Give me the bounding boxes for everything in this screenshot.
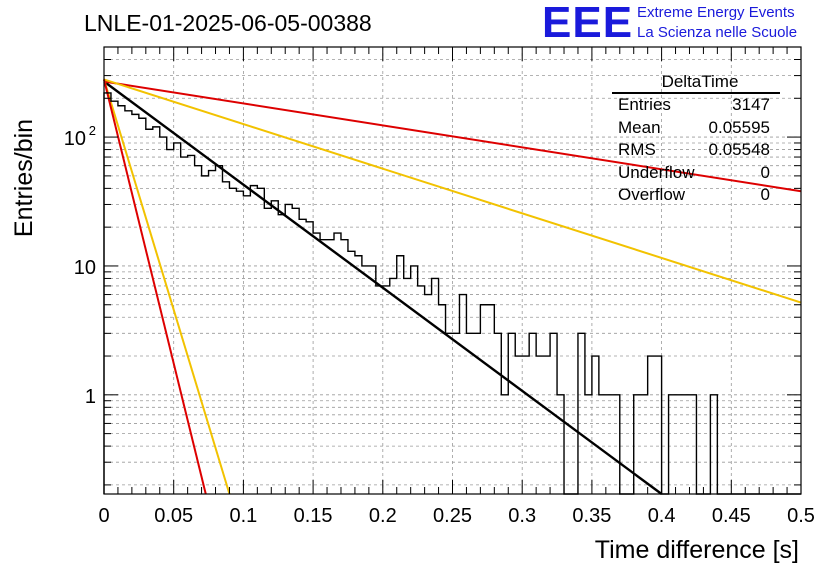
stats-label: RMS <box>618 140 656 159</box>
axis-ticks <box>103 46 802 494</box>
x-tick-label: 0.25 <box>433 505 472 527</box>
exponential-curves <box>103 78 802 495</box>
stats-row-rms: RMS 0.05548 <box>612 139 780 162</box>
stats-value: 3147 <box>732 95 770 114</box>
stats-row-mean: Mean 0.05595 <box>612 117 780 140</box>
stats-value: 0.05548 <box>708 140 770 159</box>
stats-title: DeltaTime <box>612 72 780 94</box>
red-steep-curve <box>103 79 207 495</box>
stats-value: 0 <box>760 162 770 182</box>
logo-subtitle-line2: La Scienza nelle Scuole <box>637 24 798 41</box>
stats-label: Mean <box>618 117 661 137</box>
y-axis-label: Entries/bin <box>10 119 38 237</box>
histogram <box>103 92 801 495</box>
stats-label: Overflow <box>618 185 686 204</box>
stats-row-overflow: Overflow 0 <box>612 184 780 207</box>
stats-value: 0 <box>760 185 770 204</box>
x-tick-label: 0.35 <box>572 505 611 527</box>
histogram-outline <box>103 92 801 495</box>
x-tick-label: 0.2 <box>369 505 397 527</box>
run-title: LNLE-01-2025-06-05-00388 <box>84 10 372 36</box>
x-tick-label: 0.45 <box>712 505 751 527</box>
tick-labels: 0 0.05 0.1 0.15 0.2 0.25 0.3 0.35 0.4 0.45 0.5 1 10 1… <box>64 123 815 527</box>
yellow-shallow-curve <box>103 78 802 304</box>
stats-label: Underflow <box>618 162 695 182</box>
fit-curve <box>103 80 663 495</box>
eee-logo: EEE <box>542 0 634 47</box>
stats-row-underflow: Underflow 0 <box>612 162 780 185</box>
x-tick-label: 0.5 <box>787 505 815 527</box>
red-shallow-curve <box>103 80 802 193</box>
stats-value: 0.05595 <box>708 117 770 137</box>
y-tick-exponent: 2 <box>89 123 96 138</box>
x-tick-label: 0.05 <box>154 505 193 527</box>
x-tick-label: 0.15 <box>294 505 333 527</box>
x-tick-label: 0 <box>98 505 109 527</box>
y-tick-label: 10 <box>74 257 96 279</box>
stats-box: DeltaTime Entries 3147 Mean 0.05595 RMS … <box>612 72 780 207</box>
logo-subtitle-line1: Extreme Energy Events <box>637 4 795 21</box>
y-tick-label: 1 <box>85 386 96 408</box>
x-tick-label: 0.4 <box>648 505 676 527</box>
x-tick-label: 0.1 <box>229 505 257 527</box>
y-tick-label: 10 <box>64 128 86 150</box>
x-tick-label: 0.3 <box>508 505 536 527</box>
stats-row-entries: Entries 3147 <box>612 94 780 117</box>
yellow-steep-curve <box>103 79 231 495</box>
stats-label: Entries <box>618 95 671 114</box>
x-axis-label: Time difference [s] <box>595 536 799 564</box>
